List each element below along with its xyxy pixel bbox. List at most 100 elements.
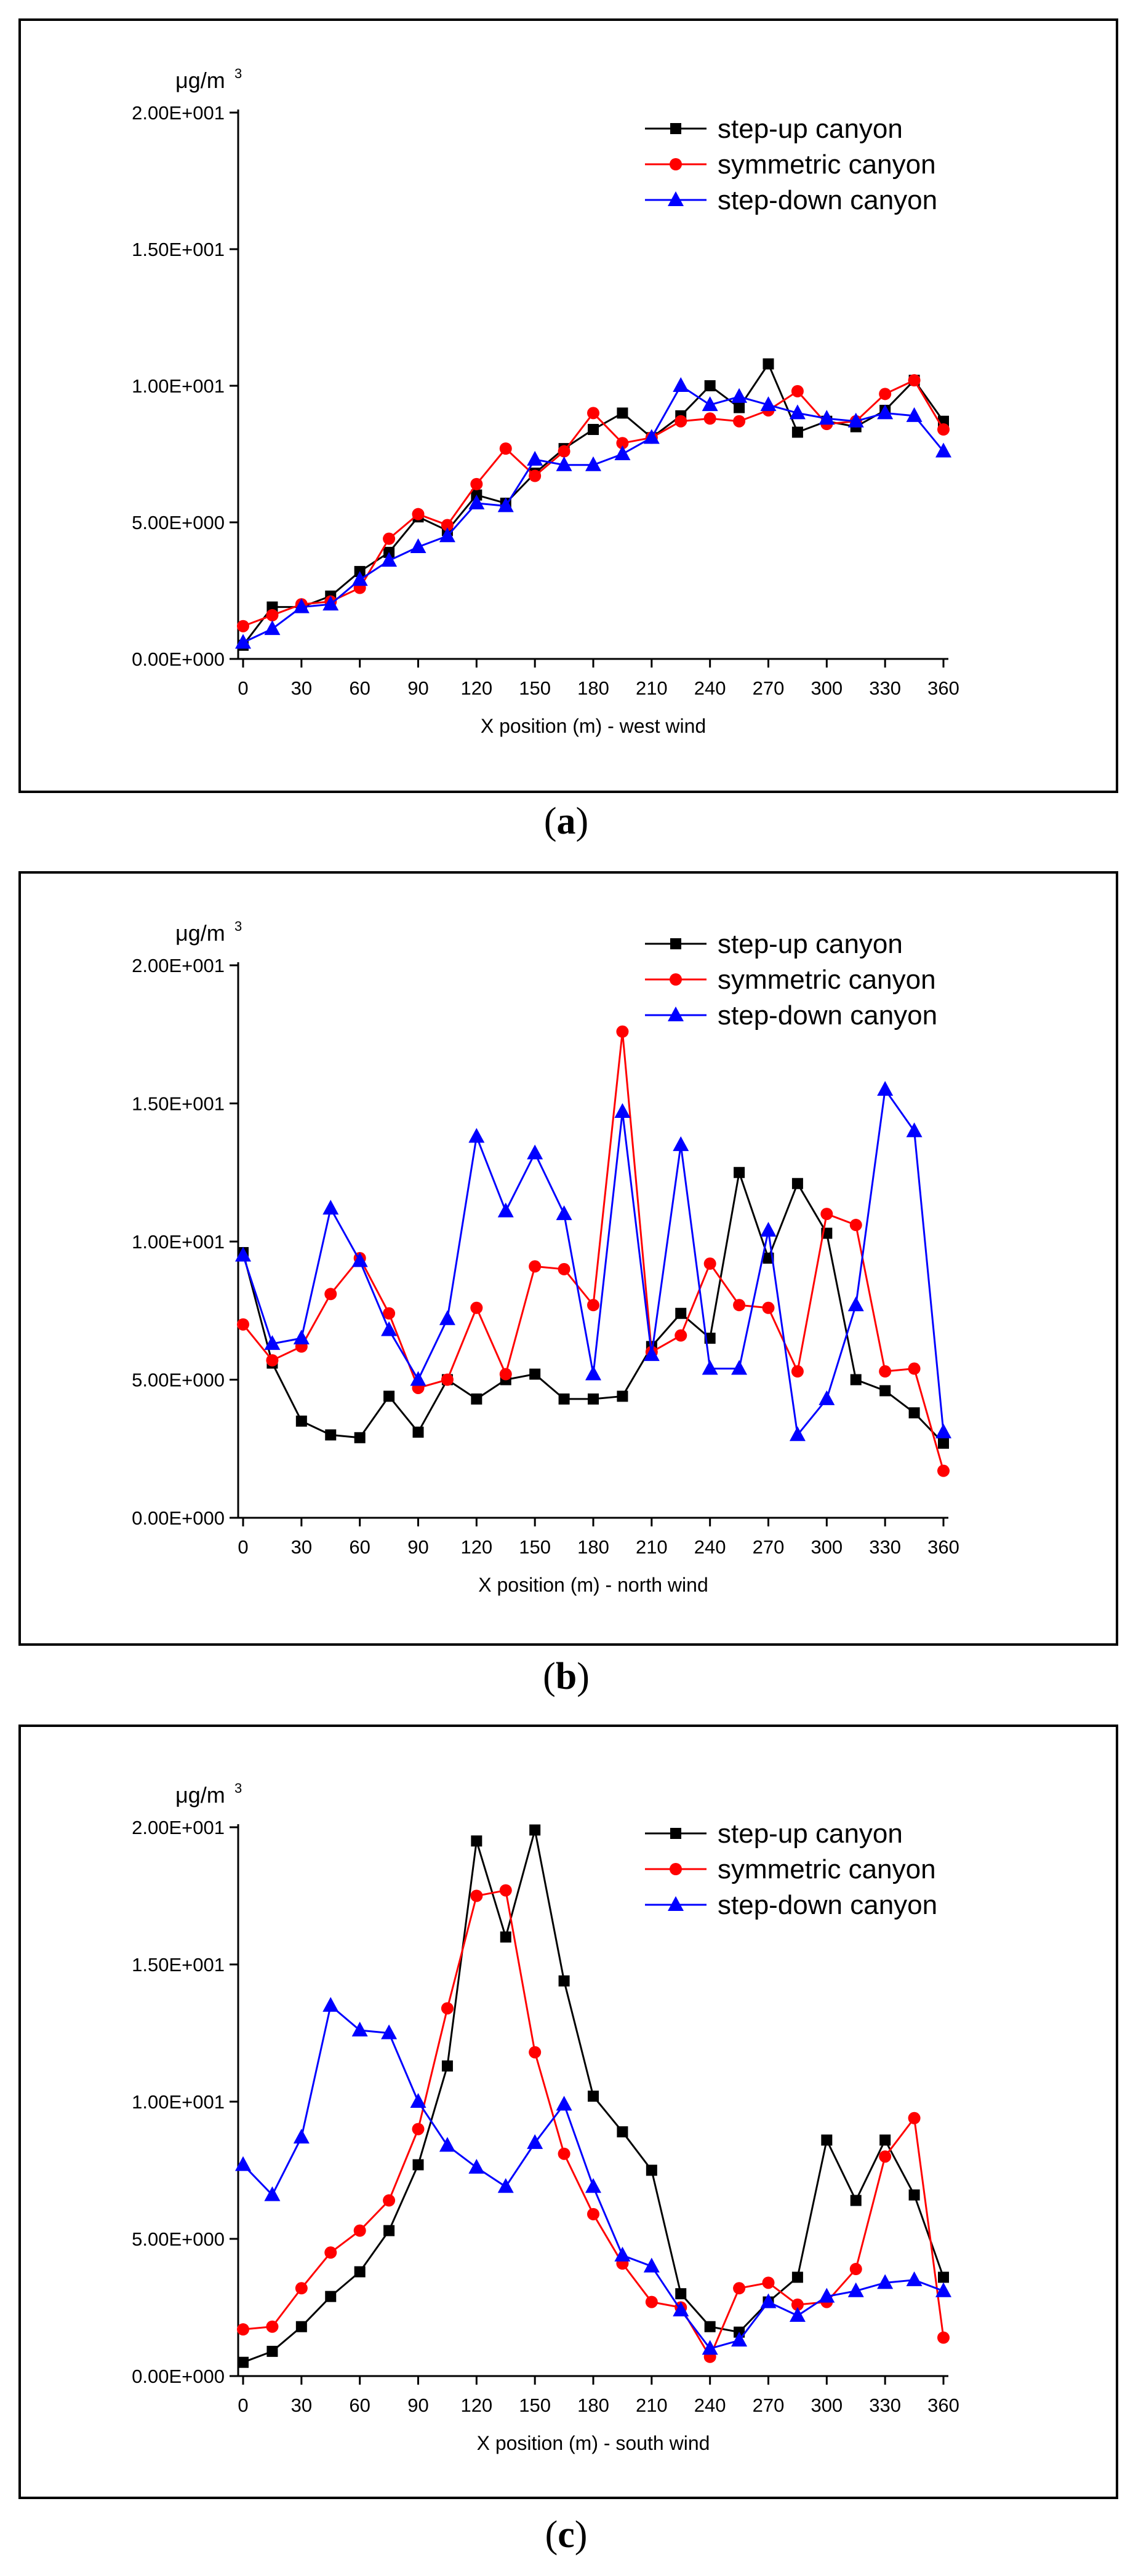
data-point-circle <box>675 1329 687 1342</box>
x-tick-label: 60 <box>349 1536 370 1558</box>
data-point-circle <box>470 1301 483 1314</box>
data-point-triangle <box>760 396 777 412</box>
data-point-triangle <box>731 2332 748 2347</box>
x-tick-label: 0 <box>238 677 248 699</box>
data-point-circle <box>703 412 716 425</box>
x-tick-label: 90 <box>407 677 428 699</box>
x-tick-label: 180 <box>577 677 609 699</box>
x-tick-label: 0 <box>238 1536 248 1558</box>
data-point-triangle <box>293 598 310 613</box>
x-tick-label: 90 <box>407 2395 428 2416</box>
legend-label: symmetric canyon <box>718 965 936 995</box>
y-unit-label: μg/m <box>175 68 225 93</box>
data-point-circle <box>645 2295 658 2308</box>
data-point-triangle <box>322 596 339 611</box>
data-point-triangle <box>468 1128 485 1143</box>
x-tick-label: 210 <box>636 677 668 699</box>
data-point-triangle <box>789 404 806 420</box>
data-point-square <box>675 2288 687 2300</box>
legend-marker-square <box>670 1828 681 1839</box>
data-point-triangle <box>556 2095 572 2111</box>
y-tick-label: 1.50E+001 <box>132 1954 225 1976</box>
data-point-triangle <box>351 1252 368 1267</box>
data-point-triangle <box>877 1081 894 1096</box>
y-tick-label: 5.00E+000 <box>132 512 225 533</box>
data-point-circle <box>529 469 542 482</box>
y-tick-label: 2.00E+001 <box>132 102 225 124</box>
data-point-circle <box>879 1365 892 1378</box>
panel-frame <box>18 18 1118 793</box>
data-point-circle <box>266 1354 279 1367</box>
x-tick-label: 360 <box>927 1536 959 1558</box>
data-point-square <box>412 1426 424 1438</box>
data-point-square <box>938 1437 949 1449</box>
data-point-circle <box>383 532 396 545</box>
y-tick-label: 1.50E+001 <box>132 1093 225 1115</box>
data-point-triangle <box>789 1426 806 1442</box>
y-tick-label: 0.00E+000 <box>132 648 225 670</box>
x-tick-label: 120 <box>460 1536 492 1558</box>
x-tick-label: 180 <box>577 2395 609 2416</box>
data-point-circle <box>937 1464 950 1477</box>
legend-label: step-down canyon <box>718 1890 937 1920</box>
y-tick-label: 5.00E+000 <box>132 2228 225 2250</box>
x-tick-label: 0 <box>238 2395 248 2416</box>
x-tick-label: 60 <box>349 2395 370 2416</box>
legend-marker-circle <box>670 973 682 986</box>
data-point-square <box>821 2134 833 2146</box>
legend-label: step-up canyon <box>718 114 903 144</box>
data-point-square <box>354 2266 366 2278</box>
data-point-triangle <box>556 456 572 471</box>
data-point-circle <box>237 1318 249 1331</box>
data-point-triangle <box>702 2340 718 2355</box>
x-tick-label: 360 <box>927 2395 959 2416</box>
data-point-triangle <box>935 1423 951 1438</box>
panel-caption: (a) <box>544 800 588 842</box>
data-point-circle <box>383 2194 396 2207</box>
data-point-circle <box>587 2207 599 2220</box>
x-tick-label: 60 <box>349 677 370 699</box>
data-point-square <box>529 1368 541 1380</box>
x-axis-label: X position (m) - west wind <box>481 715 706 737</box>
legend: step-up canyon symmetric canyon step-down … <box>645 1819 937 1920</box>
data-point-square <box>908 1407 920 1419</box>
data-point-circle <box>791 385 804 397</box>
data-point-circle <box>324 1288 337 1301</box>
data-point-triangle <box>527 1144 543 1160</box>
data-point-circle <box>558 2147 571 2160</box>
y-unit-label: μg/m <box>175 920 225 946</box>
data-point-square <box>238 2356 249 2368</box>
x-tick-label: 270 <box>753 2395 785 2416</box>
data-point-triangle <box>527 2134 543 2149</box>
data-point-square <box>734 402 745 413</box>
data-point-square <box>588 424 599 436</box>
data-point-triangle <box>643 429 660 444</box>
y-unit-superscript: 3 <box>234 1780 242 1796</box>
y-tick-label: 0.00E+000 <box>132 1507 225 1529</box>
data-point-square <box>704 2321 716 2332</box>
x-tick-label: 330 <box>869 677 901 699</box>
data-point-triangle <box>760 2293 777 2308</box>
data-point-triangle <box>264 1335 281 1350</box>
data-point-circle <box>529 1260 542 1273</box>
data-point-circle <box>879 388 892 401</box>
data-point-circle <box>703 1257 716 1270</box>
data-point-triangle <box>351 2022 368 2037</box>
data-point-square <box>266 2345 278 2357</box>
data-point-square <box>850 1374 862 1386</box>
data-point-circle <box>266 608 279 621</box>
data-point-triangle <box>906 1122 923 1138</box>
data-point-circle <box>616 437 629 450</box>
data-point-triangle <box>264 2186 281 2201</box>
legend: step-up canyon symmetric canyon step-down … <box>645 929 937 1031</box>
data-point-triangle <box>643 1346 660 1362</box>
data-point-triangle <box>819 2287 835 2303</box>
data-point-triangle <box>614 2246 631 2262</box>
x-tick-label: 240 <box>694 1536 726 1558</box>
data-point-triangle <box>614 1103 631 1118</box>
data-point-square <box>412 2159 424 2171</box>
legend-marker-triangle <box>668 1007 684 1021</box>
data-point-triangle <box>877 404 894 420</box>
data-point-triangle <box>847 1296 864 1312</box>
data-point-circle <box>499 1884 512 1897</box>
